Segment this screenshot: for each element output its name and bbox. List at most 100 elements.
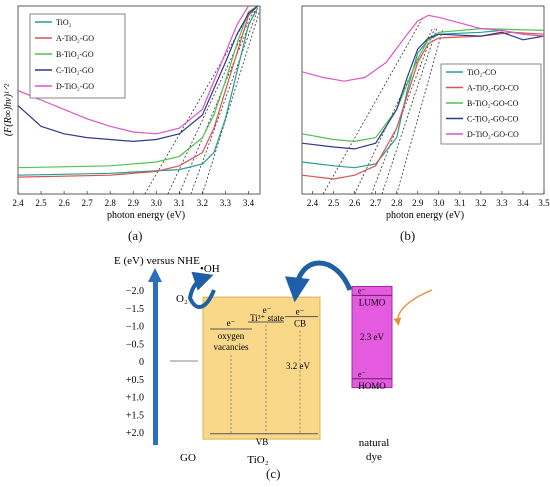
panel-label-b: (b): [400, 228, 416, 243]
chartA-legend-label-2: B-TiO₂-GO: [56, 50, 94, 59]
cb-electron: e⁻: [296, 307, 305, 317]
chart-a-legend: TiO₂ A-TiO₂-GO B-TiO₂-GO C-TiO₂-GO D-TiO₂-GO: [29, 13, 126, 99]
chart-a-ylabel: (F(R∞)hν)¹ᐟ²: [3, 83, 14, 136]
energy-axis-tick-4: 0: [139, 357, 144, 368]
lumo-electron: e⁻: [358, 286, 366, 295]
chartB-xtick-label-9: 3.3: [496, 198, 508, 208]
chartA-tangent-1: [167, 11, 254, 195]
chart-b-legend-box: [440, 63, 542, 145]
chartA-xtick-label-3: 2.7: [82, 198, 94, 208]
chartA-tangent-2: [178, 9, 256, 195]
chartB-legend-label-4: D-TiO₂-GO-CO: [467, 130, 519, 139]
chartA-legend-label-4: D-TiO₂-GO: [56, 82, 94, 91]
o2-label: O₂: [176, 293, 188, 305]
chartB-legend-label-2: B-TiO₂-GO-CO: [467, 99, 519, 108]
chartB-xtick-label-2: 2.6: [349, 198, 361, 208]
chartA-series-line-2: [17, 5, 259, 169]
chartA-xtick-label-2: 2.6: [58, 198, 70, 208]
energy-axis-tick-2: −1.0: [126, 322, 144, 333]
chartA-xtick-label-4: 2.8: [105, 198, 117, 208]
cb-label: CB: [294, 319, 306, 329]
chart-a: 2.4 2.5 2.6 2.7 2.8 2.9 3.0 3.1 3.2 3.3 3.4 photon…: [3, 5, 261, 221]
chartB-tangent-0: [322, 18, 423, 195]
chartB-xtick-label-1: 2.5: [328, 198, 340, 208]
tio2-gap-label: 3.2 eV: [286, 361, 310, 371]
chartB-legend-label-0: TiO₂-CO: [467, 68, 496, 77]
chartA-xtick-label-10: 3.4: [243, 198, 255, 208]
oxygen-vacancy-label-1: oxygen: [218, 331, 245, 341]
ti3-state-label: Ti³⁺ state: [250, 313, 284, 323]
chartB-xtick-label-11: 3.5: [538, 198, 550, 208]
chartA-xtick-label-8: 3.2: [197, 198, 208, 208]
chartA-legend-label-3: C-TiO₂-GO: [56, 66, 94, 75]
chartB-xtick-label-10: 3.4: [517, 198, 529, 208]
energy-axis-tick-6: +1.0: [126, 393, 144, 404]
energy-axis-tick-7: +1.5: [126, 410, 144, 421]
chartA-xtick-label-5: 2.9: [128, 198, 140, 208]
chartA-xtick-label-1: 2.5: [35, 198, 47, 208]
lumo-to-cb-arrow: [284, 260, 353, 303]
chartA-series-line-0: [17, 7, 259, 176]
ti3-state-electron: e⁻: [263, 305, 272, 315]
energy-axis-label: E (eV) versus NHE: [114, 255, 200, 267]
dye-band-box: [351, 285, 393, 389]
chartB-tangent-4: [396, 28, 444, 195]
chart-a-legend-box: [29, 13, 126, 99]
light-excitation-arrow: [393, 289, 433, 326]
chartB-xtick-label-4: 2.8: [391, 198, 403, 208]
energy-axis-tick-8: +2.0: [126, 428, 144, 439]
chartA-xtick-label-9: 3.3: [220, 198, 232, 208]
chartB-series-line-2: [301, 27, 545, 143]
oxygen-vacancy-electron: e⁻: [227, 318, 236, 328]
energy-axis-arrowhead: [148, 268, 162, 282]
chartB-series-line-1: [301, 31, 545, 180]
chart-a-xlabel: photon energy (eV): [107, 210, 185, 221]
chartB-xtick-label-7: 3.1: [454, 198, 465, 208]
chart-b-frame: [301, 5, 545, 195]
dye-label-line2: dye: [366, 451, 382, 463]
panel-label-a: (a): [128, 228, 143, 243]
chartB-tangent-3: [381, 28, 438, 195]
oh-radical-label: •OH: [200, 263, 220, 275]
energy-axis-tick-3: −0.5: [126, 339, 144, 350]
chartB-xtick-label-0: 2.4: [307, 198, 319, 208]
chartB-legend-label-3: C-TiO₂-GO-CO: [467, 115, 519, 124]
chartA-tangent-3: [190, 9, 259, 195]
chartA-tangent-4: [201, 9, 261, 195]
chartA-series-line-1: [17, 5, 259, 178]
tio2-band-box: [202, 296, 321, 440]
energy-axis-tick-1: −1.5: [126, 304, 144, 315]
energy-axis-tick-5: +0.5: [126, 375, 144, 386]
chart-b: 2.4 2.5 2.6 2.7 2.8 2.9 3.0 3.1 3.2 3.3 3.4 3.5 pho…: [301, 5, 550, 221]
band-diagram: E (eV) versus NHE −2.0 −1.5 −1.0 −0.5 0 +0.5 +…: [114, 255, 433, 466]
chartB-xtick-label-3: 2.7: [370, 198, 382, 208]
go-label: GO: [180, 452, 196, 464]
chartB-series-line-4: [301, 14, 545, 82]
chartA-series-line-4: [17, 5, 250, 135]
chartA-legend-label-1: A-TiO₂-GO: [56, 34, 94, 43]
chartB-series-line-3: [301, 31, 545, 150]
energy-axis-bar: [153, 280, 158, 445]
oxygen-vacancy-label-2: vacancies: [214, 342, 249, 352]
chartB-xtick-label-8: 3.2: [475, 198, 486, 208]
chartB-legend-label-1: A-TiO₂-GO-CO: [467, 84, 519, 93]
chartA-series-line-3: [17, 5, 259, 143]
chartA-xtick-label-7: 3.1: [174, 198, 185, 208]
dye-label-line1: natural: [359, 437, 390, 449]
lumo-label: LUMO: [359, 297, 386, 307]
dye-gap-label: 2.3 eV: [360, 332, 384, 342]
chartA-xtick-label-6: 3.0: [151, 198, 163, 208]
chartA-xtick-label-0: 2.4: [12, 198, 24, 208]
homo-label: HOMO: [358, 381, 386, 391]
chart-a-frame: [17, 5, 261, 195]
vb-label: VB: [256, 437, 269, 447]
tio2-label: TiO₂: [247, 454, 268, 466]
chart-b-legend: TiO₂-CO A-TiO₂-GO-CO B-TiO₂-GO-CO C-TiO₂-GO…: [440, 63, 542, 145]
chart-b-xlabel: photon energy (eV): [386, 210, 464, 221]
panel-label-c: (c): [266, 466, 281, 481]
energy-axis-tick-0: −2.0: [126, 286, 144, 297]
homo-electron: e⁻: [358, 370, 366, 379]
chartB-xtick-label-5: 2.9: [412, 198, 424, 208]
chartA-tangent-0: [144, 15, 249, 195]
chartB-xtick-label-6: 3.0: [433, 198, 445, 208]
